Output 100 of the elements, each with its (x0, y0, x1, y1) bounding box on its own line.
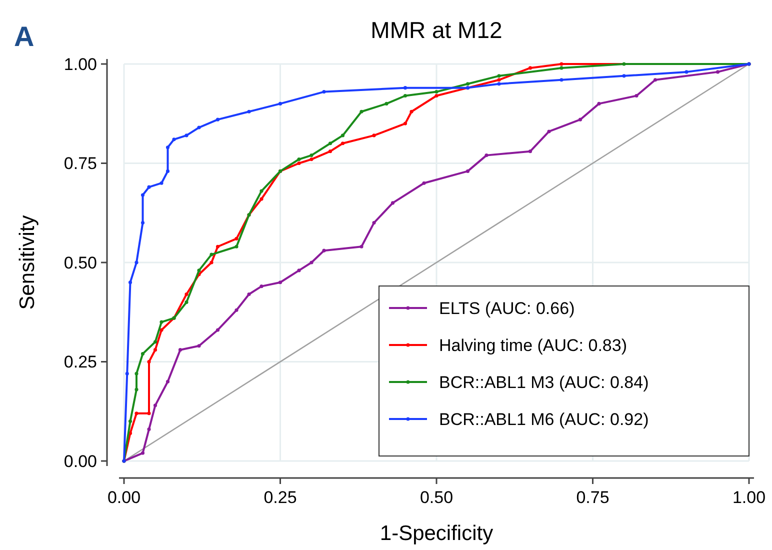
x-axis-title: 1-Specificity (380, 522, 494, 545)
point (166, 146, 170, 150)
point (184, 292, 188, 296)
y-tick-label: 0.25 (64, 352, 97, 372)
legend-label: BCR::ABL1 M3 (AUC: 0.84) (439, 372, 649, 392)
point (403, 86, 408, 90)
point (403, 94, 408, 98)
point (390, 201, 395, 205)
point (134, 412, 138, 416)
point (234, 244, 238, 248)
point (497, 74, 501, 78)
point (310, 158, 314, 162)
point (147, 412, 151, 416)
point (166, 380, 170, 384)
point (528, 66, 532, 70)
point (160, 328, 164, 332)
point (547, 130, 551, 134)
point (166, 169, 170, 173)
x-tick-label: 0.00 (107, 488, 141, 507)
point (297, 268, 301, 272)
point (328, 150, 332, 154)
chart-title: MMR at M12 (370, 17, 502, 43)
point (322, 248, 326, 252)
point (172, 138, 176, 142)
point (178, 348, 182, 352)
point (210, 252, 214, 256)
point (360, 244, 364, 248)
point (247, 292, 251, 296)
point (403, 122, 408, 126)
point (260, 189, 264, 193)
point (297, 161, 301, 166)
point (134, 260, 138, 264)
point (210, 260, 214, 264)
point (153, 404, 158, 408)
point (125, 372, 129, 376)
point (684, 70, 688, 74)
point (434, 94, 438, 98)
point (128, 280, 132, 284)
point (410, 110, 414, 114)
point (384, 102, 388, 106)
legend-label: ELTS (AUC: 0.66) (439, 298, 575, 318)
point (560, 62, 564, 66)
point (247, 110, 251, 114)
point (140, 352, 145, 356)
point (140, 193, 145, 197)
point (234, 308, 238, 312)
point (278, 102, 282, 106)
point (597, 102, 601, 106)
legend-label: Halving time (AUC: 0.83) (439, 336, 628, 355)
y-tick-label: 0.75 (64, 154, 97, 174)
point (310, 260, 314, 264)
point (497, 82, 501, 86)
point (197, 344, 201, 348)
point (328, 142, 332, 146)
point (340, 142, 345, 146)
point (322, 90, 326, 94)
point (434, 90, 438, 94)
point (297, 158, 301, 162)
point (497, 78, 501, 82)
point (153, 340, 158, 344)
point (466, 169, 470, 173)
point (484, 154, 488, 158)
point (560, 78, 564, 82)
point (197, 126, 201, 130)
point (134, 372, 138, 376)
point (578, 118, 582, 122)
y-tick-label: 1.00 (64, 54, 97, 74)
point (147, 427, 151, 432)
legend-label: BCR::ABL1 M6 (AUC: 0.92) (439, 410, 649, 429)
point (140, 221, 145, 225)
point (422, 181, 426, 185)
point (160, 320, 164, 324)
point (634, 94, 638, 98)
y-tick-label: 0.50 (64, 253, 97, 272)
point (340, 134, 345, 138)
point (310, 154, 314, 158)
point (234, 236, 238, 240)
point (216, 118, 220, 122)
point (128, 420, 132, 424)
point (372, 134, 376, 138)
point (260, 284, 264, 288)
point (216, 328, 220, 332)
point (466, 82, 470, 86)
y-tick-label: 0.00 (64, 452, 97, 471)
point (147, 185, 151, 189)
point (184, 300, 188, 304)
point (260, 197, 264, 201)
point (278, 280, 282, 284)
point (134, 388, 138, 392)
x-tick-label: 0.75 (576, 488, 610, 507)
y-axis-title: Sensitivity (16, 214, 39, 310)
text: A (14, 21, 34, 52)
point (716, 70, 720, 74)
x-tick-label: 0.50 (420, 488, 454, 507)
point (216, 244, 220, 248)
point (160, 181, 164, 185)
point (184, 134, 188, 138)
point (140, 451, 145, 455)
point (360, 110, 364, 114)
point (560, 66, 564, 70)
